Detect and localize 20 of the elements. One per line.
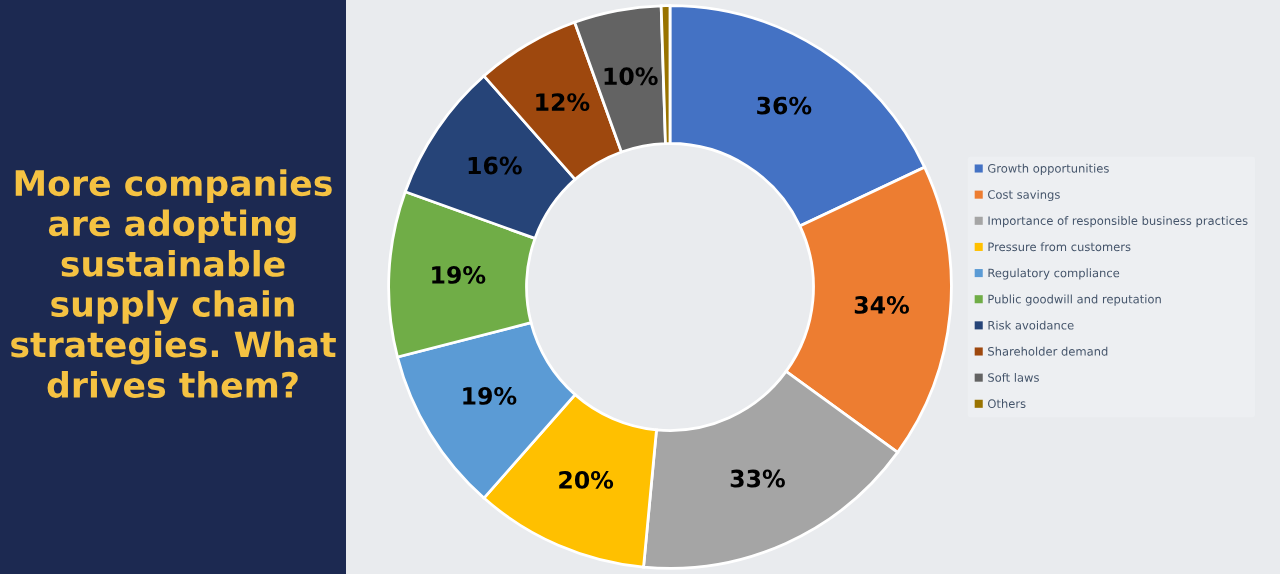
data-label: 19% (432, 265, 486, 284)
text: More companies are adopting sustainable supply chain strategies. What drives them? (11, 169, 336, 398)
data-label: 33% (730, 469, 785, 488)
legend-label: Others (988, 399, 1026, 408)
data-label: 34% (854, 295, 909, 314)
legend-label: Shareholder demand (988, 346, 1108, 356)
data-label: 20% (559, 470, 614, 489)
data-label: 16% (468, 156, 522, 175)
data-label: 36% (757, 96, 812, 115)
data-label: 10% (604, 67, 658, 86)
legend-label: Risk avoidance (988, 320, 1074, 330)
legend-label: Soft laws (988, 372, 1039, 382)
data-label: 19% (463, 386, 517, 405)
legend-label: Pressure from customers (988, 242, 1131, 252)
legend-label: Growth opportunities (988, 163, 1109, 175)
legend-label: Regulatory compliance (988, 268, 1120, 280)
legend-label: Cost savings (988, 189, 1060, 202)
legend-label: Public goodwill and reputation (988, 294, 1161, 306)
legend-label: Importance of responsible business practices (988, 216, 1248, 228)
data-label: 12% (536, 93, 590, 111)
